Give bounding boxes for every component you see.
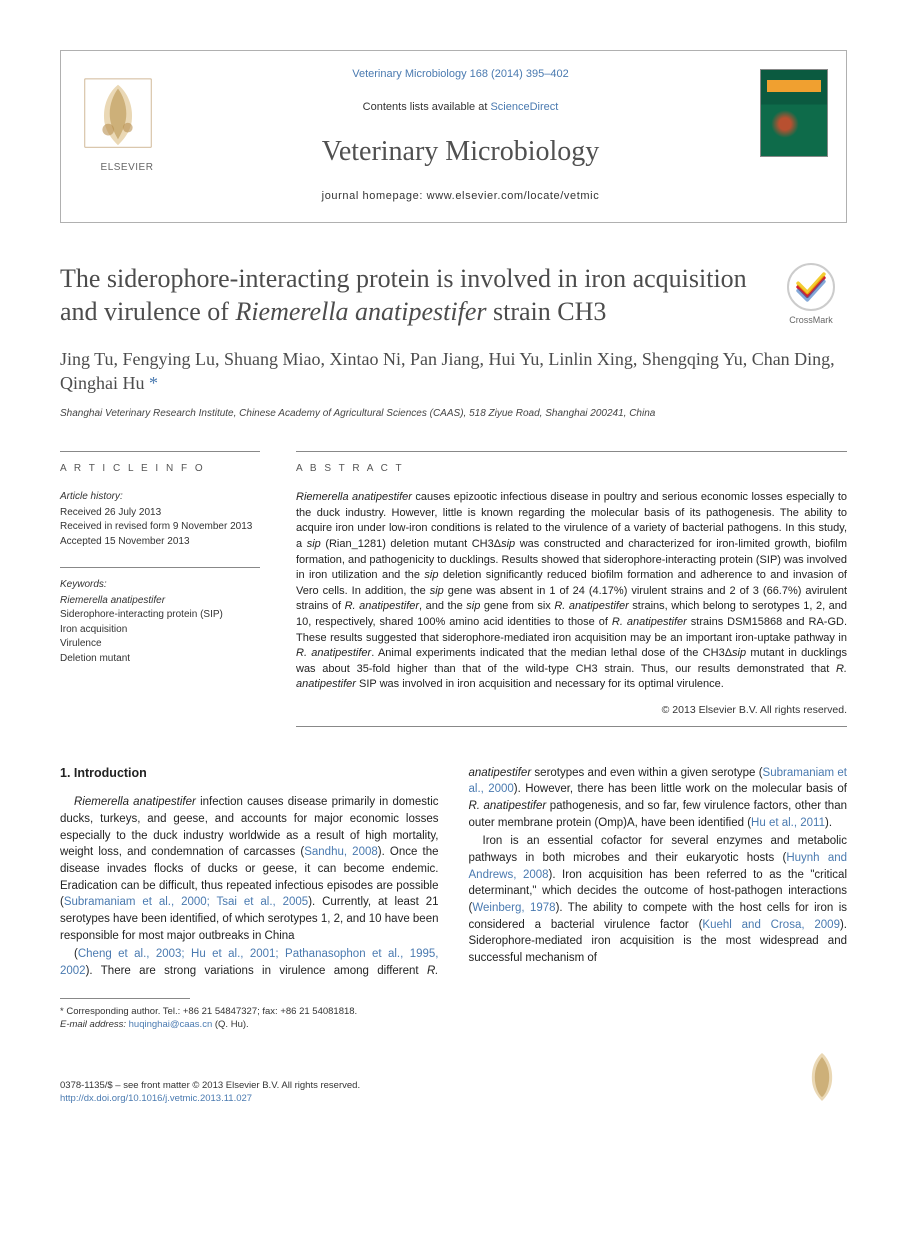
keywords-label: Keywords:	[60, 578, 260, 593]
publisher-name: ELSEVIER	[79, 161, 175, 175]
authors-text: Jing Tu, Fengying Lu, Shuang Miao, Xinta…	[60, 349, 835, 392]
title-text: The siderophore-interacting protein is i…	[60, 264, 747, 326]
email-label: E-mail address:	[60, 1019, 126, 1030]
keyword: Iron acquisition	[60, 623, 260, 638]
contents-prefix: Contents lists available at	[363, 101, 491, 113]
article-info-label: A R T I C L E I N F O	[60, 451, 260, 476]
crossmark-badge[interactable]: CrossMark	[775, 263, 847, 327]
abstract-text: Riemerella anatipestifer causes epizooti…	[296, 490, 847, 693]
section-heading: 1. Introduction	[60, 765, 439, 783]
homepage-prefix: journal homepage:	[322, 190, 427, 202]
keywords-block: Keywords: Riemerella anatipestifer Sider…	[60, 578, 260, 666]
keyword: Virulence	[60, 637, 260, 652]
crossmark-label: CrossMark	[775, 314, 847, 327]
divider	[60, 567, 260, 568]
sciencedirect-link[interactable]: ScienceDirect	[490, 101, 558, 113]
keyword: Siderophore-interacting protein (SIP)	[60, 608, 260, 623]
journal-title: Veterinary Microbiology	[175, 132, 746, 171]
email-link[interactable]: huqinghai@caas.cn	[129, 1019, 213, 1030]
footnote-separator	[60, 998, 190, 999]
journal-header: ELSEVIER Veterinary Microbiology 168 (20…	[60, 50, 847, 223]
doi-link[interactable]: http://dx.doi.org/10.1016/j.vetmic.2013.…	[60, 1093, 252, 1104]
article-history: Article history: Received 26 July 2013 R…	[60, 490, 260, 549]
elsevier-logo-small	[797, 1049, 847, 1105]
body-paragraph: Iron is an essential cofactor for severa…	[469, 833, 848, 966]
copyright-line: © 2013 Elsevier B.V. All rights reserved…	[296, 703, 847, 718]
author-list: Jing Tu, Fengying Lu, Shuang Miao, Xinta…	[60, 348, 847, 395]
journal-cover-thumbnail	[760, 69, 828, 157]
affiliation: Shanghai Veterinary Research Institute, …	[60, 407, 847, 421]
corresponding-marker: *	[149, 373, 158, 393]
history-line: Received in revised form 9 November 2013	[60, 520, 260, 535]
history-line: Received 26 July 2013	[60, 506, 260, 521]
abstract-label: A B S T R A C T	[296, 451, 847, 476]
keyword: Riemerella anatipestifer	[60, 594, 260, 609]
history-line: Accepted 15 November 2013	[60, 535, 260, 550]
history-label: Article history:	[60, 490, 260, 505]
article-title: The siderophore-interacting protein is i…	[60, 263, 775, 328]
footnote-corr: * Corresponding author. Tel.: +86 21 548…	[60, 1005, 847, 1018]
homepage-url[interactable]: www.elsevier.com/locate/vetmic	[427, 190, 600, 202]
contents-line: Contents lists available at ScienceDirec…	[175, 100, 746, 115]
corresponding-footnote: * Corresponding author. Tel.: +86 21 548…	[60, 1005, 847, 1032]
article-body: 1. Introduction Riemerella anatipestifer…	[60, 765, 847, 980]
body-paragraph: Riemerella anatipestifer infection cause…	[60, 794, 439, 944]
footer-meta: 0378-1135/$ – see front matter © 2013 El…	[60, 1079, 360, 1106]
homepage-line: journal homepage: www.elsevier.com/locat…	[175, 189, 746, 204]
journal-reference: Veterinary Microbiology 168 (2014) 395–4…	[175, 67, 746, 82]
keyword: Deletion mutant	[60, 652, 260, 667]
divider	[296, 726, 847, 727]
email-name: (Q. Hu).	[215, 1019, 249, 1030]
issn-line: 0378-1135/$ – see front matter © 2013 El…	[60, 1079, 360, 1092]
elsevier-logo: ELSEVIER	[79, 65, 175, 175]
